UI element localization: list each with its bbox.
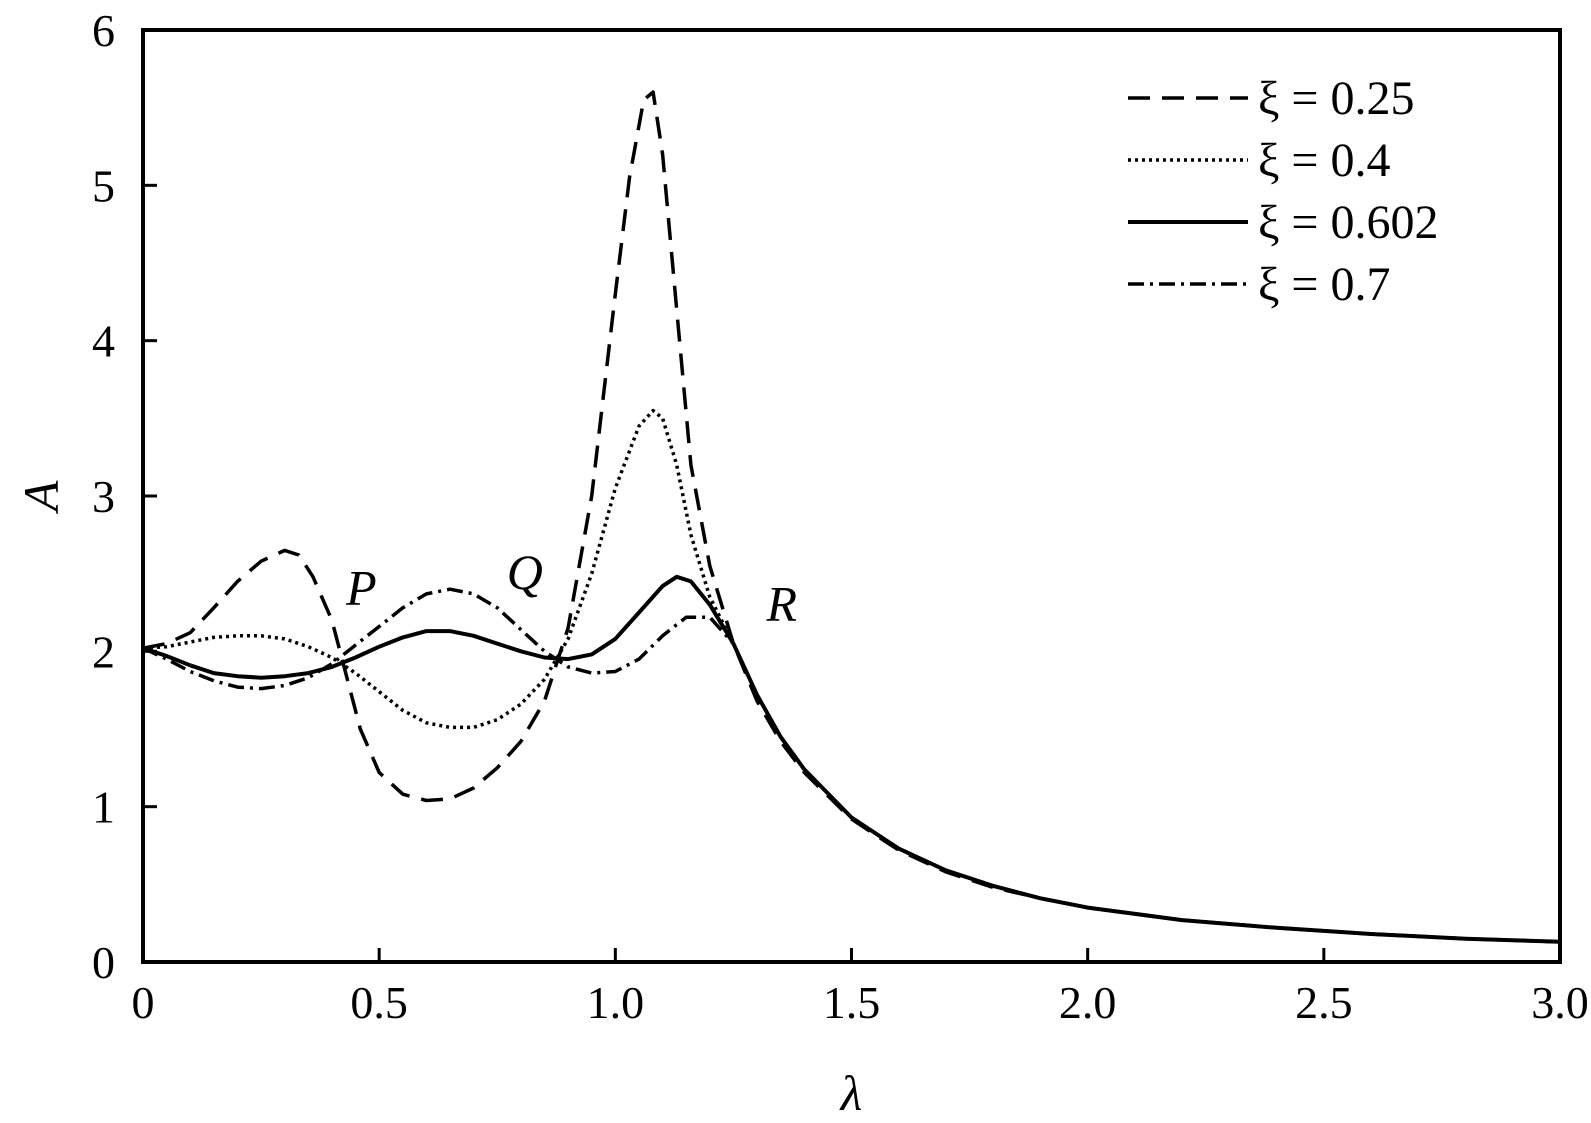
x-axis-label: λ xyxy=(839,1065,863,1121)
y-tick-label: 4 xyxy=(92,316,115,367)
x-tick-label: 3.0 xyxy=(1531,977,1589,1028)
tick-layer: 0 0.5 1.0 1.5 2.0 2.5 3.0 0 1 2 3 4 5 6 xyxy=(92,5,1589,1028)
series-layer xyxy=(142,90,1561,944)
legend-label-4: ξ = 0.7 xyxy=(1258,258,1390,311)
y-tick-label: 3 xyxy=(92,471,115,522)
x-tick-label: 0 xyxy=(132,977,155,1028)
series-line-4 xyxy=(142,587,1561,944)
annotation-q: Q xyxy=(507,544,543,600)
y-tick-label: 0 xyxy=(92,937,115,988)
x-tick-label: 2.0 xyxy=(1059,977,1117,1028)
x-tick-label: 0.5 xyxy=(350,977,408,1028)
legend-label-3: ξ = 0.602 xyxy=(1258,196,1438,249)
legend: ξ = 0.25 ξ = 0.4 ξ = 0.602 ξ = 0.7 xyxy=(1128,72,1438,311)
series-line-3 xyxy=(142,574,1561,944)
x-tick-label: 1.0 xyxy=(587,977,645,1028)
x-tick-label: 1.5 xyxy=(823,977,881,1028)
y-tick-label: 1 xyxy=(92,782,115,833)
y-tick-label: 6 xyxy=(92,5,115,56)
y-tick-label: 2 xyxy=(92,626,115,677)
x-tick-label: 2.5 xyxy=(1295,977,1353,1028)
annotation-r: R xyxy=(765,575,797,631)
y-tick-label: 5 xyxy=(92,160,115,211)
y-axis-label: A xyxy=(13,480,69,514)
legend-label-2: ξ = 0.4 xyxy=(1258,134,1390,187)
annotation-layer: P Q R xyxy=(345,544,797,631)
legend-label-1: ξ = 0.25 xyxy=(1258,72,1414,125)
annotation-p: P xyxy=(345,560,377,616)
series-line-2 xyxy=(142,408,1561,944)
